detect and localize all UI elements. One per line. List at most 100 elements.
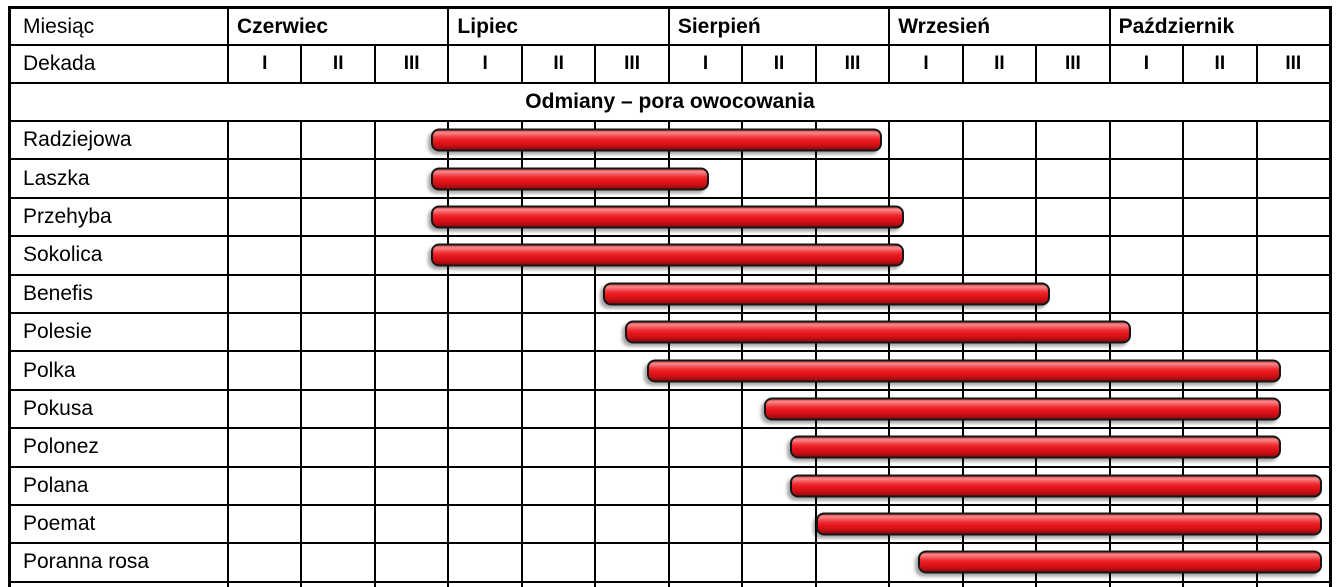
grid-cell <box>890 198 964 236</box>
section-title: Odmiany – pora owocowania <box>525 90 815 113</box>
variety-name: Polonez <box>11 429 229 466</box>
partial-bottom-row <box>11 582 1329 587</box>
fruiting-period-bar <box>430 167 710 191</box>
grid-cell <box>376 313 450 351</box>
grid-cell <box>743 544 817 581</box>
grid-cell <box>743 160 817 197</box>
grid-cell <box>1184 237 1258 274</box>
grid-cell <box>817 544 891 581</box>
grid-cell <box>302 198 376 236</box>
decade-cell: I <box>449 46 523 82</box>
variety-name: Pokusa <box>11 390 229 428</box>
grid-cell <box>1258 276 1329 312</box>
grid-cell <box>302 390 376 428</box>
bar-area <box>229 275 1329 312</box>
fruiting-period-bar <box>625 320 1131 344</box>
grid-cell <box>817 582 891 587</box>
bar-area <box>229 313 1329 351</box>
fruiting-season-table: Miesiąc Czerwiec Lipiec Sierpień Wrzesień Pa… <box>8 6 1332 587</box>
bar-area <box>229 122 1329 159</box>
variety-row: Polana <box>11 467 1329 506</box>
grid-cell <box>1111 313 1185 351</box>
month-cells: Czerwiec Lipiec Sierpień Wrzesień Październi… <box>229 9 1329 44</box>
bar-area <box>229 467 1329 504</box>
grid-cell <box>1184 122 1258 159</box>
grid-cell <box>523 390 597 428</box>
month-cell: Wrzesień <box>890 9 1111 44</box>
grid-cell <box>229 275 303 312</box>
grid-cell <box>302 582 376 587</box>
variety-rows: Radziejowa Laszka Przehyba Sokolica Bene… <box>11 122 1329 583</box>
grid-cell <box>670 582 744 587</box>
bar-area <box>229 544 1329 581</box>
grid-cell <box>376 390 450 428</box>
grid-cell <box>670 505 744 543</box>
grid-cell <box>1111 122 1185 159</box>
variety-name: Poemat <box>11 505 229 543</box>
grid-cell <box>523 275 597 312</box>
variety-row: Przehyba <box>11 198 1329 238</box>
grid-cell <box>229 198 303 236</box>
fruiting-period-bar <box>790 435 1282 459</box>
grid-cell <box>1258 583 1329 587</box>
fruiting-period-bar <box>647 359 1282 383</box>
grid-cell <box>817 160 891 197</box>
grid-cell <box>1037 160 1111 197</box>
grid-cell <box>302 122 376 159</box>
grid-cell <box>1111 237 1185 274</box>
grid-cell <box>1184 313 1258 351</box>
grid-cell <box>449 467 523 504</box>
grid-cell <box>229 237 303 274</box>
fruiting-period-bar <box>815 512 1322 536</box>
grid-cell <box>1037 237 1111 274</box>
grid-cell <box>1258 122 1329 158</box>
variety-name: Polka <box>11 352 229 389</box>
bar-area <box>229 505 1329 543</box>
grid-cell <box>1184 160 1258 197</box>
decade-label: Dekada <box>11 46 229 82</box>
grid-cell <box>596 429 670 466</box>
grid-cell <box>1184 275 1258 312</box>
grid-cell <box>229 467 303 504</box>
grid-cell <box>596 544 670 581</box>
decade-header-row: Dekada I II III I II III I II III I II III I II III <box>11 46 1329 84</box>
variety-row: Sokolica <box>11 237 1329 276</box>
grid-cell <box>302 467 376 504</box>
grid-cell <box>596 505 670 543</box>
grid-cell <box>596 467 670 504</box>
variety-name: Sokolica <box>11 237 229 274</box>
grid-cell <box>523 505 597 543</box>
grid-cell <box>964 198 1038 236</box>
grid-cell <box>964 122 1038 159</box>
grid-cell <box>743 505 817 543</box>
grid-cell <box>376 352 450 389</box>
grid-cell <box>1258 199 1329 235</box>
grid-cell <box>890 237 964 274</box>
decade-cell: III <box>1285 53 1302 74</box>
grid-cell <box>670 390 744 428</box>
grid-cell <box>1111 582 1185 587</box>
grid-cell <box>890 122 964 159</box>
decade-cell: I <box>229 46 303 82</box>
grid-cell <box>523 544 597 581</box>
grid-cell <box>1258 314 1329 350</box>
grid-cell <box>743 582 817 587</box>
grid-cell <box>449 313 523 351</box>
grid-cell <box>229 544 303 581</box>
grid-cell <box>449 275 523 312</box>
variety-name: Benefis <box>11 275 229 312</box>
grid-cell <box>302 313 376 351</box>
decade-cell: III <box>596 46 670 82</box>
decade-cell: II <box>964 46 1038 82</box>
grid-cell <box>302 237 376 274</box>
grid-cell <box>376 467 450 504</box>
decade-cell: III <box>817 46 891 82</box>
grid-cell <box>523 582 597 587</box>
grid-cell <box>449 544 523 581</box>
bar-area <box>229 198 1329 236</box>
bar-area <box>229 352 1329 389</box>
variety-row: Polesie <box>11 313 1329 353</box>
bar-area <box>229 160 1329 197</box>
grid-cell <box>449 505 523 543</box>
grid-cell <box>302 505 376 543</box>
